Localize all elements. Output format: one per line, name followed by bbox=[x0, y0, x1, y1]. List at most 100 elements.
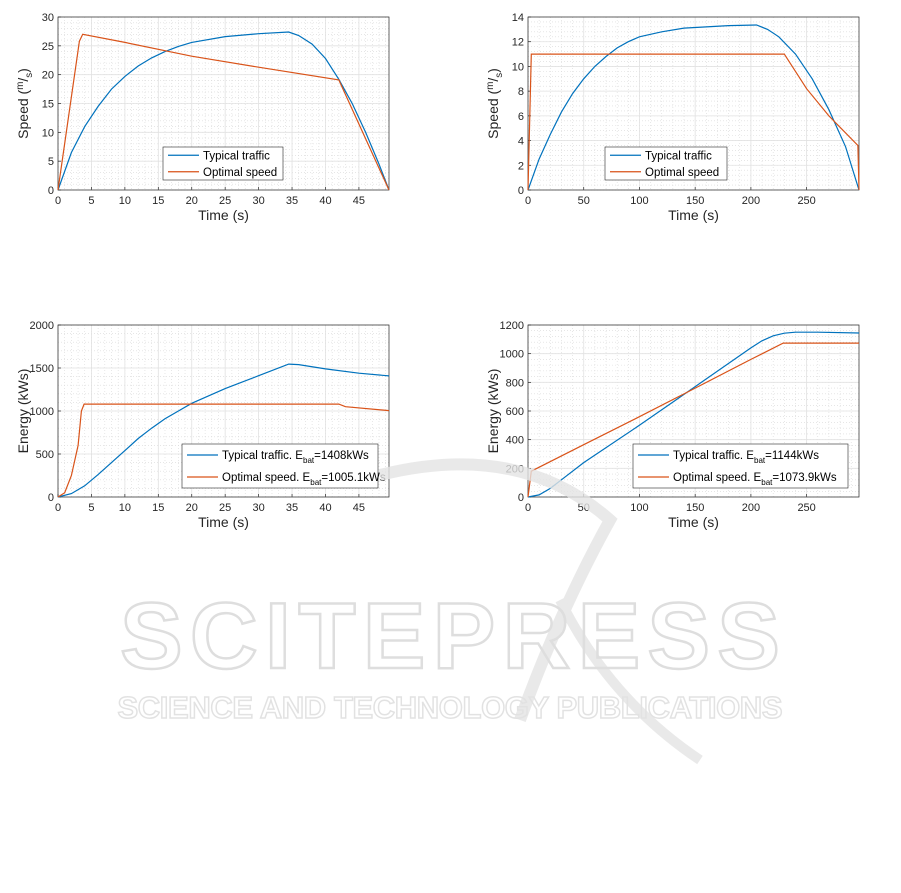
y-tick-label: 1000 bbox=[500, 349, 524, 361]
watermark: SCITEPRESS SCIENCE AND TECHNOLOGY PUBLIC… bbox=[117, 458, 783, 765]
legend-label-pre: Typical traffic bbox=[203, 150, 270, 162]
y-axis-label-pre: Energy (kWs) bbox=[15, 369, 31, 454]
x-tick-label: 30 bbox=[252, 502, 264, 514]
x-tick-label: 150 bbox=[686, 502, 704, 514]
y-axis-label-mid: / bbox=[485, 78, 501, 82]
x-tick-label: 0 bbox=[55, 502, 61, 514]
x-tick-label: 20 bbox=[186, 502, 198, 514]
legend-label-pre: Typical traffic bbox=[645, 150, 712, 162]
legend: Typical traffic Optimal speed bbox=[604, 146, 728, 181]
y-axis-label: Energy (kWs) bbox=[485, 369, 501, 454]
legend-label: Typical traffic. Ebat=1408kWs bbox=[222, 450, 369, 465]
legend-label: Typical traffic bbox=[645, 150, 712, 162]
y-tick-label: 4 bbox=[518, 136, 524, 148]
y-axis-label-post: ) bbox=[485, 68, 501, 73]
series-line-optimal-speed bbox=[527, 53, 860, 191]
y-tick-label: 5 bbox=[48, 156, 54, 168]
y-tick-label: 0 bbox=[518, 185, 524, 197]
axes-box bbox=[57, 324, 390, 498]
x-tick-label: 0 bbox=[55, 195, 61, 207]
y-axis-label: Speed (m/s) bbox=[15, 68, 35, 139]
legend-label: Typical traffic. Ebat=1144kWs bbox=[673, 450, 819, 465]
y-tick-label: 2000 bbox=[30, 320, 54, 332]
x-tick-label: 5 bbox=[88, 195, 94, 207]
y-tick-label: 15 bbox=[42, 99, 54, 111]
x-tick-label: 35 bbox=[286, 502, 298, 514]
y-axis-label: Energy (kWs) bbox=[15, 369, 31, 454]
y-axis-label-sub: s bbox=[24, 73, 35, 78]
y-tick-label: 400 bbox=[506, 435, 524, 447]
axes-box bbox=[527, 324, 860, 498]
legend-label-pre: Optimal speed. E bbox=[222, 472, 311, 484]
legend-label-post: =1073.9kWs bbox=[772, 472, 836, 484]
x-axis-label: Time (s) bbox=[668, 514, 719, 530]
y-tick-label: 10 bbox=[42, 127, 54, 139]
chart-2: 0 50 100 150 200 250 0 2 4 6 8 10 12 14 Time (s) Speed … bbox=[485, 12, 860, 223]
x-tick-label: 15 bbox=[152, 195, 164, 207]
legend-label-sub: bat bbox=[761, 478, 773, 487]
axes-box bbox=[527, 16, 860, 191]
y-tick-label: 0 bbox=[48, 492, 54, 504]
y-tick-label: 1000 bbox=[30, 406, 54, 418]
legend-label-pre: Typical traffic. E bbox=[673, 450, 754, 462]
y-axis-label: Speed (m/s) bbox=[485, 68, 505, 139]
legend-box bbox=[181, 443, 379, 489]
legend-label-pre: Optimal speed. E bbox=[673, 472, 762, 484]
legend-label: Optimal speed bbox=[203, 167, 277, 179]
legend: Typical traffic Optimal speed bbox=[162, 146, 284, 181]
x-axis-label: Time (s) bbox=[198, 207, 249, 223]
x-tick-label: 40 bbox=[319, 502, 331, 514]
y-axis-label-pre: Speed ( bbox=[485, 89, 501, 138]
y-tick-label: 2 bbox=[518, 160, 524, 172]
y-tick-label: 500 bbox=[36, 449, 54, 461]
chart-4: 0 50 100 150 200 250020040060080010001200Time… bbox=[485, 320, 860, 530]
x-tick-label: 200 bbox=[742, 195, 760, 207]
watermark-logo bbox=[378, 458, 618, 723]
legend-label: Optimal speed. Ebat=1005.1kWs bbox=[222, 472, 386, 487]
y-tick-label: 0 bbox=[518, 492, 524, 504]
y-tick-label: 6 bbox=[518, 111, 524, 123]
y-tick-label: 800 bbox=[506, 377, 524, 389]
x-tick-label: 100 bbox=[630, 195, 648, 207]
x-tick-label: 25 bbox=[219, 195, 231, 207]
x-tick-label: 10 bbox=[119, 195, 131, 207]
watermark-logo-swoosh bbox=[555, 597, 703, 765]
x-tick-label: 45 bbox=[353, 502, 365, 514]
series-line-typical-traffic bbox=[57, 31, 390, 191]
y-tick-label: 20 bbox=[42, 70, 54, 82]
y-axis-label-post: ) bbox=[15, 68, 31, 73]
y-axis-label-pre: Speed ( bbox=[15, 89, 31, 138]
x-tick-label: 45 bbox=[353, 195, 365, 207]
legend-label-sub: bat bbox=[754, 456, 766, 465]
x-tick-label: 25 bbox=[219, 502, 231, 514]
legend-label-post: =1144kWs bbox=[765, 450, 819, 462]
watermark-subtitle: SCIENCE AND TECHNOLOGY PUBLICATIONS bbox=[118, 690, 783, 725]
y-axis-label-pre: Energy (kWs) bbox=[485, 369, 501, 454]
axes-box bbox=[57, 16, 390, 191]
y-axis-label-sup: m bbox=[15, 82, 26, 90]
x-tick-label: 10 bbox=[119, 502, 131, 514]
y-tick-label: 1500 bbox=[30, 363, 54, 375]
series-line-optimal-speed bbox=[57, 403, 390, 498]
y-tick-label: 0 bbox=[48, 185, 54, 197]
x-tick-label: 0 bbox=[525, 502, 531, 514]
x-tick-label: 150 bbox=[686, 195, 704, 207]
legend-label: Optimal speed. Ebat=1073.9kWs bbox=[673, 472, 837, 487]
y-tick-label: 8 bbox=[518, 86, 524, 98]
y-tick-label: 600 bbox=[506, 406, 524, 418]
x-tick-label: 200 bbox=[742, 502, 760, 514]
legend-box bbox=[162, 146, 284, 181]
legend-box bbox=[604, 146, 728, 181]
x-tick-label: 40 bbox=[319, 195, 331, 207]
series-line-typical-traffic bbox=[57, 363, 390, 498]
y-axis-label-sup: m bbox=[485, 82, 496, 90]
x-tick-label: 250 bbox=[797, 195, 815, 207]
legend-label: Typical traffic bbox=[203, 150, 270, 162]
y-tick-label: 30 bbox=[42, 12, 54, 24]
y-axis-label-sub: s bbox=[494, 73, 505, 78]
y-tick-label: 14 bbox=[512, 12, 524, 24]
legend-label-post: =1005.1kWs bbox=[321, 472, 385, 484]
